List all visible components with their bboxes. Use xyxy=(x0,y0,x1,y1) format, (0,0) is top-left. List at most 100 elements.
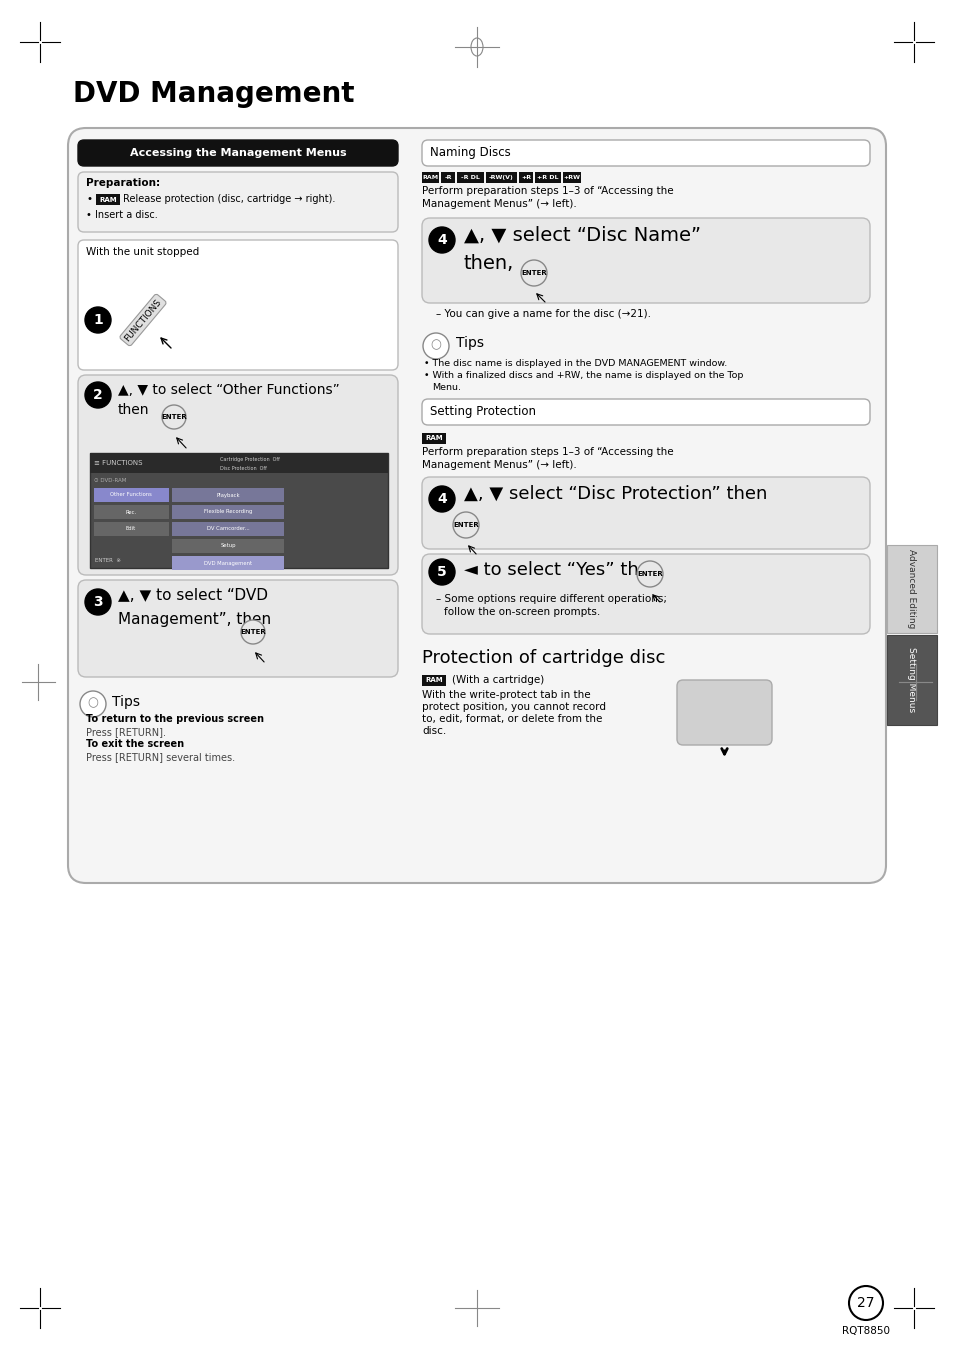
Text: Other Functions: Other Functions xyxy=(110,493,152,497)
Circle shape xyxy=(85,382,111,408)
Text: RAM: RAM xyxy=(422,176,438,180)
FancyBboxPatch shape xyxy=(421,218,869,303)
Bar xyxy=(563,172,580,182)
Text: Naming Discs: Naming Discs xyxy=(430,146,510,159)
Text: ▲, ▼ select “Disc Protection” then: ▲, ▼ select “Disc Protection” then xyxy=(463,485,766,503)
Bar xyxy=(457,172,483,182)
Bar xyxy=(94,521,169,536)
Text: ○: ○ xyxy=(88,697,98,709)
Bar xyxy=(90,453,388,473)
Text: +RW: +RW xyxy=(563,176,580,180)
Circle shape xyxy=(85,589,111,615)
Bar xyxy=(441,172,455,182)
Text: ENTER: ENTER xyxy=(637,571,662,577)
Bar xyxy=(172,539,284,553)
FancyBboxPatch shape xyxy=(421,554,869,634)
Text: 27: 27 xyxy=(857,1296,874,1310)
Text: Setting Menus: Setting Menus xyxy=(906,647,916,712)
Bar xyxy=(485,172,517,182)
FancyBboxPatch shape xyxy=(421,399,869,426)
Circle shape xyxy=(429,227,455,253)
Bar xyxy=(535,172,561,182)
Text: Flexible Recording: Flexible Recording xyxy=(204,509,252,515)
Text: protect position, you cannot record: protect position, you cannot record xyxy=(421,703,605,712)
Text: ENTER  ※: ENTER ※ xyxy=(95,558,121,563)
FancyBboxPatch shape xyxy=(78,580,397,677)
FancyBboxPatch shape xyxy=(78,240,397,370)
Text: RAM: RAM xyxy=(99,196,116,203)
Text: -R DL: -R DL xyxy=(461,176,479,180)
Text: •: • xyxy=(86,195,91,204)
Text: Protection of cartridge disc: Protection of cartridge disc xyxy=(421,648,664,667)
Text: then: then xyxy=(118,403,150,417)
Text: Rec.: Rec. xyxy=(125,509,136,515)
Text: RAM: RAM xyxy=(425,435,442,442)
Text: Playback: Playback xyxy=(216,493,239,497)
Bar xyxy=(886,635,936,725)
Text: With the write-protect tab in the: With the write-protect tab in the xyxy=(421,690,590,700)
Text: 4: 4 xyxy=(436,492,446,507)
Text: Perform preparation steps 1–3 of “Accessing the: Perform preparation steps 1–3 of “Access… xyxy=(421,447,673,457)
Text: Menu.: Menu. xyxy=(432,382,460,392)
Bar xyxy=(172,521,284,536)
Text: Press [RETURN] several times.: Press [RETURN] several times. xyxy=(86,753,234,762)
Text: Edit: Edit xyxy=(126,527,136,531)
FancyBboxPatch shape xyxy=(421,477,869,549)
Text: Management Menus” (→ left).: Management Menus” (→ left). xyxy=(421,199,577,209)
Text: RAM: RAM xyxy=(425,677,442,684)
Text: DVD Management: DVD Management xyxy=(204,561,252,566)
Text: (With a cartridge): (With a cartridge) xyxy=(452,676,543,685)
Text: – Some options require different operations;: – Some options require different operati… xyxy=(436,594,666,604)
Bar xyxy=(421,676,446,686)
Text: With the unit stopped: With the unit stopped xyxy=(86,247,199,257)
Text: +R: +R xyxy=(520,176,531,180)
Circle shape xyxy=(429,559,455,585)
Text: DV Camcorder...: DV Camcorder... xyxy=(207,527,249,531)
Text: ENTER: ENTER xyxy=(161,413,187,420)
Text: Press [RETURN].: Press [RETURN]. xyxy=(86,727,166,738)
Bar xyxy=(94,505,169,519)
Text: Disc Protection  Off: Disc Protection Off xyxy=(220,466,267,470)
Text: Cartridge Protection  Off: Cartridge Protection Off xyxy=(220,458,279,462)
Text: ▲, ▼ to select “Other Functions”: ▲, ▼ to select “Other Functions” xyxy=(118,382,339,397)
Circle shape xyxy=(848,1286,882,1320)
Bar xyxy=(94,488,169,503)
Circle shape xyxy=(241,620,265,644)
FancyBboxPatch shape xyxy=(78,141,397,166)
Text: To exit the screen: To exit the screen xyxy=(86,739,184,748)
Text: 5: 5 xyxy=(436,565,446,580)
Text: FUNCTIONS: FUNCTIONS xyxy=(123,297,163,343)
Text: Setting Protection: Setting Protection xyxy=(430,405,536,417)
Bar xyxy=(96,195,120,205)
FancyBboxPatch shape xyxy=(677,680,771,744)
Text: disc.: disc. xyxy=(421,725,446,736)
Text: ENTER: ENTER xyxy=(453,521,478,528)
Circle shape xyxy=(422,332,449,359)
Text: +R DL: +R DL xyxy=(537,176,558,180)
Text: Tips: Tips xyxy=(112,694,140,709)
Text: RQT8850: RQT8850 xyxy=(841,1325,889,1336)
Text: ⊙ DVD-RAM: ⊙ DVD-RAM xyxy=(94,478,126,484)
Bar xyxy=(421,434,446,444)
Text: -R: -R xyxy=(444,176,452,180)
Text: Release protection (disc, cartridge → right).: Release protection (disc, cartridge → ri… xyxy=(123,195,335,204)
Text: Setup: Setup xyxy=(220,543,235,549)
Bar xyxy=(172,557,284,570)
Text: then,: then, xyxy=(463,254,514,273)
Circle shape xyxy=(162,405,186,430)
Circle shape xyxy=(520,259,546,286)
Text: follow the on-screen prompts.: follow the on-screen prompts. xyxy=(443,607,599,617)
Bar xyxy=(421,172,439,182)
Text: 2: 2 xyxy=(93,388,103,403)
Text: 4: 4 xyxy=(436,232,446,247)
FancyBboxPatch shape xyxy=(78,376,397,576)
Text: • Insert a disc.: • Insert a disc. xyxy=(86,209,157,220)
Text: ▲, ▼ select “Disc Name”: ▲, ▼ select “Disc Name” xyxy=(463,226,700,245)
FancyBboxPatch shape xyxy=(421,141,869,166)
Text: ENTER: ENTER xyxy=(520,270,546,276)
Text: Tips: Tips xyxy=(456,336,483,350)
Text: – You can give a name for the disc (→21).: – You can give a name for the disc (→21)… xyxy=(436,309,650,319)
Text: Management”, then: Management”, then xyxy=(118,612,271,627)
Text: 1: 1 xyxy=(93,313,103,327)
Text: Advanced Editing: Advanced Editing xyxy=(906,550,916,628)
